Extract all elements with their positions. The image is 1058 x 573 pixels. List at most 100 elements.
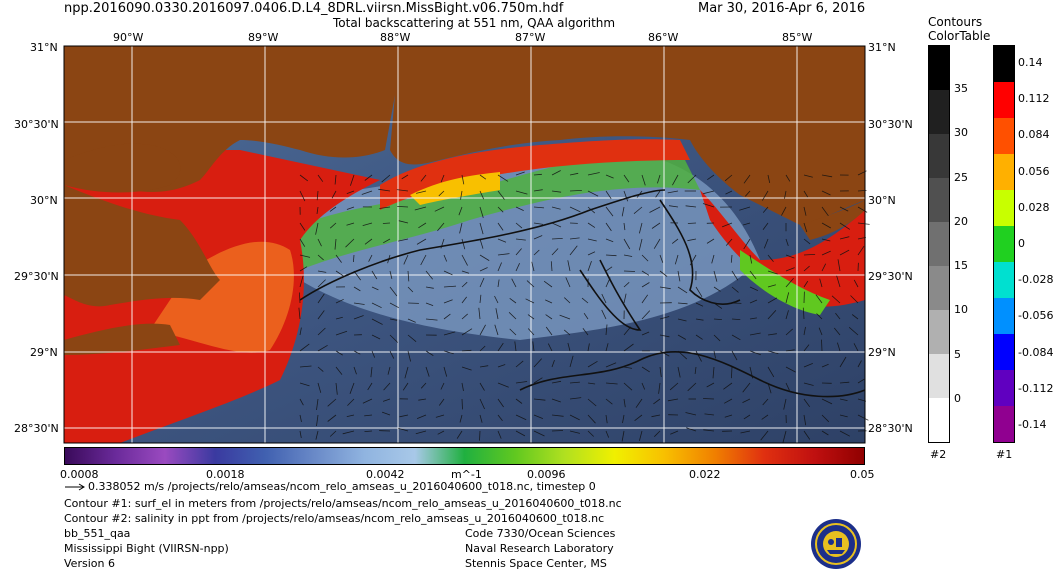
current-vector	[848, 326, 859, 336]
current-vector	[479, 414, 483, 423]
vector-scale-arrow	[65, 483, 85, 491]
current-vector	[353, 350, 361, 355]
current-vector	[802, 307, 805, 320]
current-vector	[533, 414, 544, 419]
current-vector	[494, 295, 499, 304]
current-vector	[601, 293, 607, 304]
current-vector	[327, 414, 337, 422]
current-vector	[479, 324, 486, 336]
current-vector	[803, 222, 808, 233]
current-vector	[587, 360, 598, 368]
current-vector	[837, 259, 841, 272]
current-vector	[383, 238, 391, 244]
current-vector	[335, 366, 343, 375]
current-vector	[443, 350, 454, 355]
colortable-1-id: #1	[996, 448, 1013, 461]
current-vector	[416, 190, 427, 194]
colortable-label: 25	[954, 170, 968, 184]
current-vector	[551, 238, 563, 240]
current-vector	[316, 414, 319, 427]
current-vector	[346, 190, 355, 194]
current-vector	[803, 206, 807, 216]
current-vector	[711, 254, 715, 264]
current-vector	[623, 190, 629, 202]
current-vector	[605, 266, 613, 272]
current-vector	[299, 174, 309, 182]
current-vector	[533, 206, 545, 209]
current-vector	[551, 380, 562, 384]
current-vector	[527, 328, 535, 336]
current-vector	[587, 414, 596, 424]
current-vector	[587, 190, 599, 197]
current-vector	[785, 277, 794, 288]
current-vector	[316, 190, 319, 201]
land-delta	[64, 323, 180, 355]
current-vector	[515, 414, 527, 421]
current-vector	[785, 267, 795, 272]
current-vector	[850, 295, 859, 304]
current-vector	[550, 261, 553, 272]
current-vector	[686, 427, 697, 432]
current-vector	[582, 327, 589, 336]
current-vector	[497, 414, 503, 422]
current-vector	[407, 334, 417, 343]
current-vector	[569, 172, 579, 176]
current-vector	[335, 382, 338, 395]
current-vector	[398, 220, 409, 224]
current-vector	[298, 307, 301, 320]
current-vector	[670, 430, 679, 435]
current-vector	[657, 174, 661, 184]
current-vector	[639, 430, 643, 442]
current-vector	[587, 222, 596, 228]
current-vector	[587, 172, 600, 176]
current-vector	[677, 302, 688, 305]
current-vector	[731, 286, 739, 293]
current-vector	[857, 360, 862, 368]
current-vector	[425, 350, 434, 356]
current-vector	[785, 382, 790, 391]
current-vector	[742, 382, 751, 393]
current-vector	[767, 297, 778, 304]
current-vector	[724, 414, 733, 418]
current-vector	[299, 365, 312, 368]
current-vector	[443, 254, 448, 262]
date-range: Mar 30, 2016-Apr 6, 2016	[698, 1, 866, 16]
current-vector	[531, 261, 535, 272]
current-vector	[742, 398, 751, 403]
current-vector	[623, 174, 630, 183]
current-vector	[389, 334, 399, 343]
current-vector	[533, 222, 544, 225]
current-vector	[803, 254, 816, 256]
current-vector	[641, 331, 650, 336]
current-vector	[515, 398, 523, 404]
current-vector	[651, 414, 661, 418]
current-vector	[569, 430, 580, 434]
current-vector	[739, 206, 751, 211]
current-vector	[362, 222, 373, 226]
current-vector	[497, 279, 500, 288]
current-vector	[317, 270, 327, 273]
current-vector	[857, 414, 869, 421]
contour1-desc: Contour #1: surf_el in meters from /proj…	[64, 497, 622, 510]
current-vector	[569, 397, 582, 400]
current-vector	[669, 382, 679, 391]
colortable-2-id: #2	[930, 448, 947, 461]
current-vector	[379, 206, 391, 209]
current-vector	[587, 260, 592, 272]
current-vector	[761, 414, 769, 420]
current-vector	[785, 328, 793, 336]
current-vector	[839, 206, 849, 212]
current-vector	[460, 190, 463, 200]
current-vector	[353, 302, 365, 305]
current-vector	[420, 254, 427, 266]
current-vector	[743, 238, 751, 250]
colorbar-tick-5: 0.05	[850, 468, 875, 481]
current-vector	[713, 334, 721, 342]
current-vector	[317, 327, 326, 336]
lat-label-29n-right: 29°N	[868, 346, 896, 359]
current-vector	[299, 343, 310, 352]
current-vector	[605, 398, 613, 405]
current-vector	[623, 282, 630, 288]
current-vector	[397, 206, 409, 208]
current-vector	[767, 350, 779, 354]
